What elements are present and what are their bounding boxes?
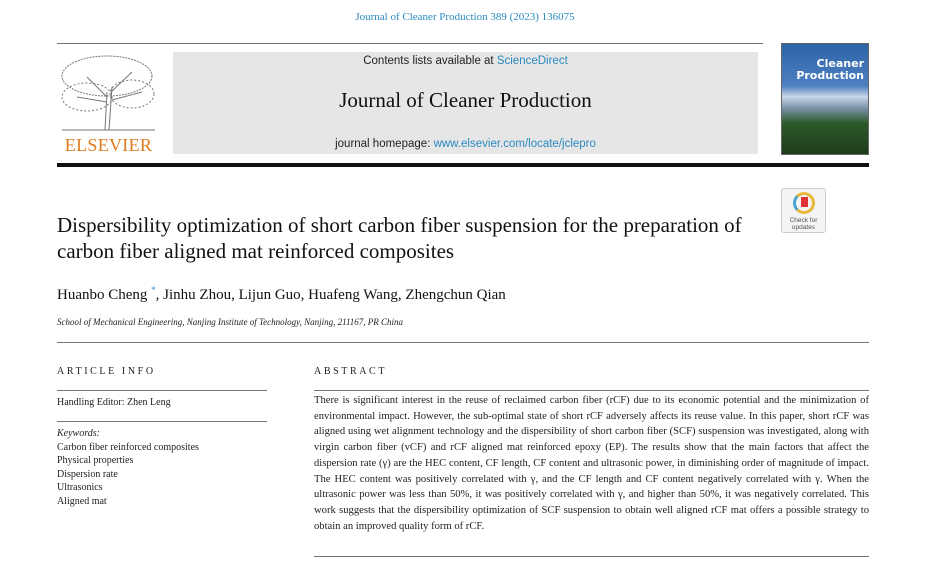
keywords-list: Keywords: Carbon fiber reinforced compos… [57,427,199,508]
check-for-updates-button[interactable]: Check for updates [781,188,826,233]
journal-banner: Contents lists available at ScienceDirec… [173,52,758,154]
divider [57,421,267,422]
divider [57,342,869,343]
divider [314,390,869,391]
keyword: Aligned mat [57,495,107,507]
sciencedirect-link[interactable]: ScienceDirect [496,55,568,67]
author[interactable]: Lijun Guo [238,287,301,303]
journal-citation-link[interactable]: Journal of Cleaner Production 389 (2023)… [355,11,575,23]
cover-title-line2: Production [796,69,864,82]
abstract-text: There is significant interest in the reu… [314,395,869,532]
keyword: Ultrasonics [57,482,103,493]
contents-prefix: Contents lists available at [363,55,497,67]
keyword: Carbon fiber reinforced composites [57,441,199,453]
abstract-heading: ABSTRACT [314,366,388,377]
journal-title: Journal of Cleaner Production [339,88,592,112]
divider [57,390,267,391]
corresponding-author-mark[interactable]: * [151,285,156,295]
header-thick-rule [57,163,869,167]
badge-line1: Check for [789,217,818,224]
author[interactable]: Huanbo Cheng [57,287,148,303]
homepage-line: journal homepage: www.elsevier.com/locat… [173,138,758,150]
divider [57,43,763,44]
contents-line: Contents lists available at ScienceDirec… [173,55,758,67]
elsevier-tree-icon [61,55,155,131]
bookmark-icon [792,192,815,214]
publisher-name: ELSEVIER [64,135,153,155]
badge-line2: updates [791,224,816,231]
journal-cover-image[interactable]: Cleaner Production [781,43,869,155]
divider [314,556,869,557]
article-info-heading: ARTICLE INFO [57,366,156,377]
elsevier-logo[interactable]: ELSEVIER [57,52,160,156]
keyword: Physical properties [57,455,134,466]
keyword: Dispersion rate [57,468,118,480]
author[interactable]: Jinhu Zhou [163,287,232,303]
article-title: Dispersibility optimization of short car… [57,213,742,263]
homepage-prefix: journal homepage: [335,138,434,150]
handling-editor: Handling Editor: Zhen Leng [57,397,171,408]
author[interactable]: Huafeng Wang [308,287,398,303]
homepage-link[interactable]: www.elsevier.com/locate/jclepro [433,138,596,150]
author-list: Huanbo Cheng *, Jinhu Zhou, Lijun Guo, H… [57,285,506,303]
cover-title-line1: Cleaner [816,57,864,70]
affiliation: School of Mechanical Engineering, Nanjin… [57,317,404,327]
keywords-label: Keywords: [57,428,100,439]
author[interactable]: Zhengchun Qian [405,287,506,303]
